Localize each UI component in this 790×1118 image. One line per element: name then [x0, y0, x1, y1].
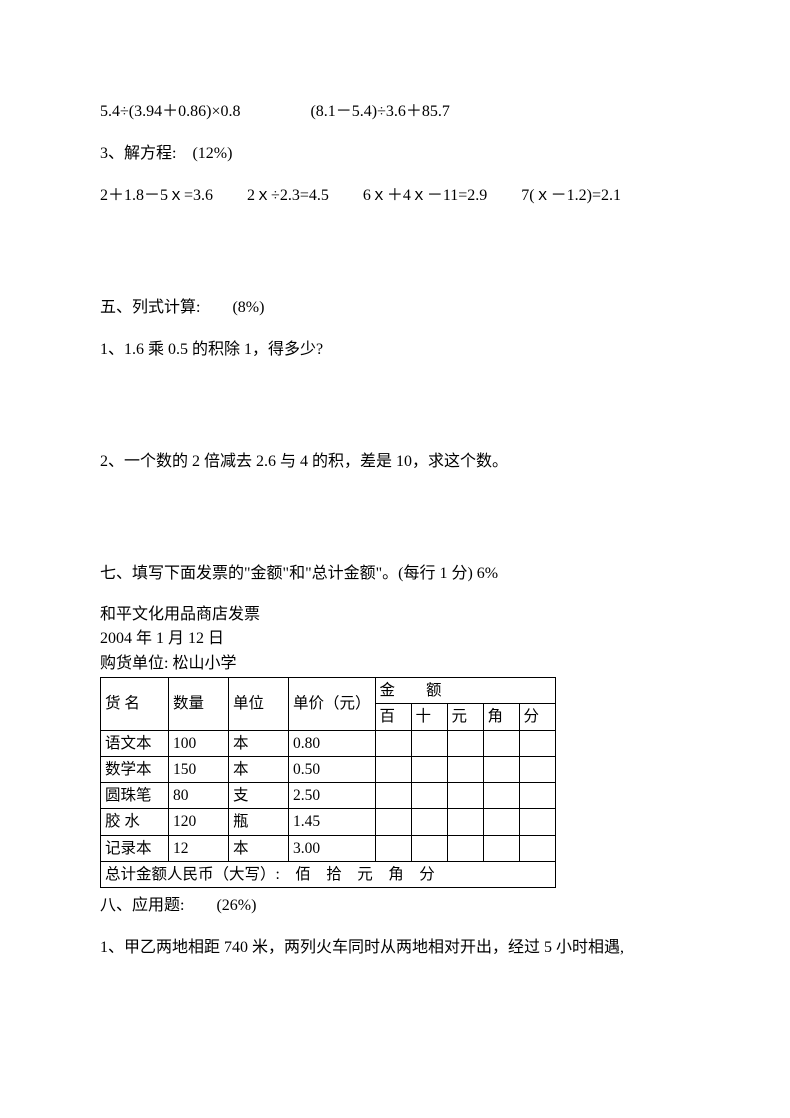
cell-m: [375, 730, 411, 756]
eq-2: 2ｘ÷2.3=4.5: [247, 184, 329, 208]
th-amount: 金 额: [375, 678, 555, 704]
q3-equations: 2＋1.8－5ｘ=3.6 2ｘ÷2.3=4.5 6ｘ＋4ｘ－11=2.9 7(ｘ…: [100, 184, 690, 208]
cell-name: 数学本: [101, 756, 169, 782]
cell-m: [483, 809, 519, 835]
cell-price: 3.00: [289, 835, 376, 861]
cell-m: [447, 730, 483, 756]
cell-price: 0.50: [289, 756, 376, 782]
cell-total: 总计金额人民币（大写）: 佰 拾 元 角 分: [101, 861, 556, 887]
cell-name: 圆珠笔: [101, 783, 169, 809]
table-row: 圆珠笔 80 支 2.50: [101, 783, 556, 809]
cell-m: [483, 756, 519, 782]
cell-qty: 80: [169, 783, 229, 809]
invoice-store: 和平文化用品商店发票: [100, 604, 690, 626]
invoice-date: 2004 年 1 月 12 日: [100, 628, 690, 650]
cell-name: 记录本: [101, 835, 169, 861]
cell-m: [519, 730, 555, 756]
cell-qty: 150: [169, 756, 229, 782]
table-row: 胶 水 120 瓶 1.45: [101, 809, 556, 835]
cell-m: [447, 835, 483, 861]
sec5-title: 五、列式计算: (8%): [100, 296, 690, 320]
cell-m: [519, 835, 555, 861]
spacer: [100, 380, 690, 450]
th-unit: 单位: [229, 678, 289, 731]
invoice-buyer: 购货单位: 松山小学: [100, 653, 690, 675]
cell-m: [483, 783, 519, 809]
cell-m: [375, 835, 411, 861]
cell-qty: 120: [169, 809, 229, 835]
cell-m: [519, 756, 555, 782]
table-total-row: 总计金额人民币（大写）: 佰 拾 元 角 分: [101, 861, 556, 887]
cell-m: [483, 730, 519, 756]
table-row: 记录本 12 本 3.00: [101, 835, 556, 861]
eq-3: 6ｘ＋4ｘ－11=2.9: [363, 184, 487, 208]
page: 5.4÷(3.94＋0.86)×0.8 (8.1－5.4)÷3.6＋85.7 3…: [0, 0, 790, 1118]
cell-qty: 100: [169, 730, 229, 756]
cell-m: [519, 809, 555, 835]
cell-qty: 12: [169, 835, 229, 861]
th-bai: 百: [375, 704, 411, 730]
cell-unit: 本: [229, 730, 289, 756]
table-header-row-1: 货 名 数量 单位 单价（元） 金 额: [101, 678, 556, 704]
table-row: 语文本 100 本 0.80: [101, 730, 556, 756]
th-fen: 分: [519, 704, 555, 730]
cell-price: 1.45: [289, 809, 376, 835]
eq-4: 7(ｘ－1.2)=2.1: [521, 184, 621, 208]
cell-unit: 本: [229, 756, 289, 782]
cell-m: [519, 783, 555, 809]
cell-name: 语文本: [101, 730, 169, 756]
q3-title: 3、解方程: (12%): [100, 142, 690, 166]
cell-m: [411, 756, 447, 782]
cell-m: [447, 783, 483, 809]
expression-b: (8.1－5.4)÷3.6＋85.7: [310, 100, 449, 124]
expression-a: 5.4÷(3.94＋0.86)×0.8: [100, 100, 240, 124]
expression-row: 5.4÷(3.94＋0.86)×0.8 (8.1－5.4)÷3.6＋85.7: [100, 100, 690, 124]
sec8-q1: 1、甲乙两地相距 740 米，两列火车同时从两地相对开出，经过 5 小时相遇,: [100, 936, 690, 960]
cell-name: 胶 水: [101, 809, 169, 835]
invoice-table: 货 名 数量 单位 单价（元） 金 额 百 十 元 角 分 语文本 100 本 …: [100, 677, 556, 888]
cell-m: [447, 809, 483, 835]
sec8-title: 八、应用题: (26%): [100, 894, 690, 918]
cell-m: [483, 835, 519, 861]
table-row: 数学本 150 本 0.50: [101, 756, 556, 782]
spacer: [100, 226, 690, 296]
sec5-q1: 1、1.6 乘 0.5 的积除 1，得多少?: [100, 338, 690, 362]
cell-unit: 支: [229, 783, 289, 809]
cell-price: 2.50: [289, 783, 376, 809]
spacer: [100, 492, 690, 562]
th-yuan: 元: [447, 704, 483, 730]
th-qty: 数量: [169, 678, 229, 731]
cell-m: [375, 783, 411, 809]
th-shi: 十: [411, 704, 447, 730]
cell-unit: 本: [229, 835, 289, 861]
cell-m: [411, 730, 447, 756]
cell-m: [411, 809, 447, 835]
cell-m: [411, 835, 447, 861]
sec5-q2: 2、一个数的 2 倍减去 2.6 与 4 的积，差是 10，求这个数。: [100, 450, 690, 474]
cell-m: [447, 756, 483, 782]
cell-unit: 瓶: [229, 809, 289, 835]
th-name: 货 名: [101, 678, 169, 731]
eq-1: 2＋1.8－5ｘ=3.6: [100, 184, 213, 208]
th-price: 单价（元）: [289, 678, 376, 731]
cell-m: [411, 783, 447, 809]
cell-m: [375, 756, 411, 782]
cell-price: 0.80: [289, 730, 376, 756]
sec7-title: 七、填写下面发票的"金额"和"总计金额"。(每行 1 分) 6%: [100, 562, 690, 586]
th-jiao: 角: [483, 704, 519, 730]
cell-m: [375, 809, 411, 835]
